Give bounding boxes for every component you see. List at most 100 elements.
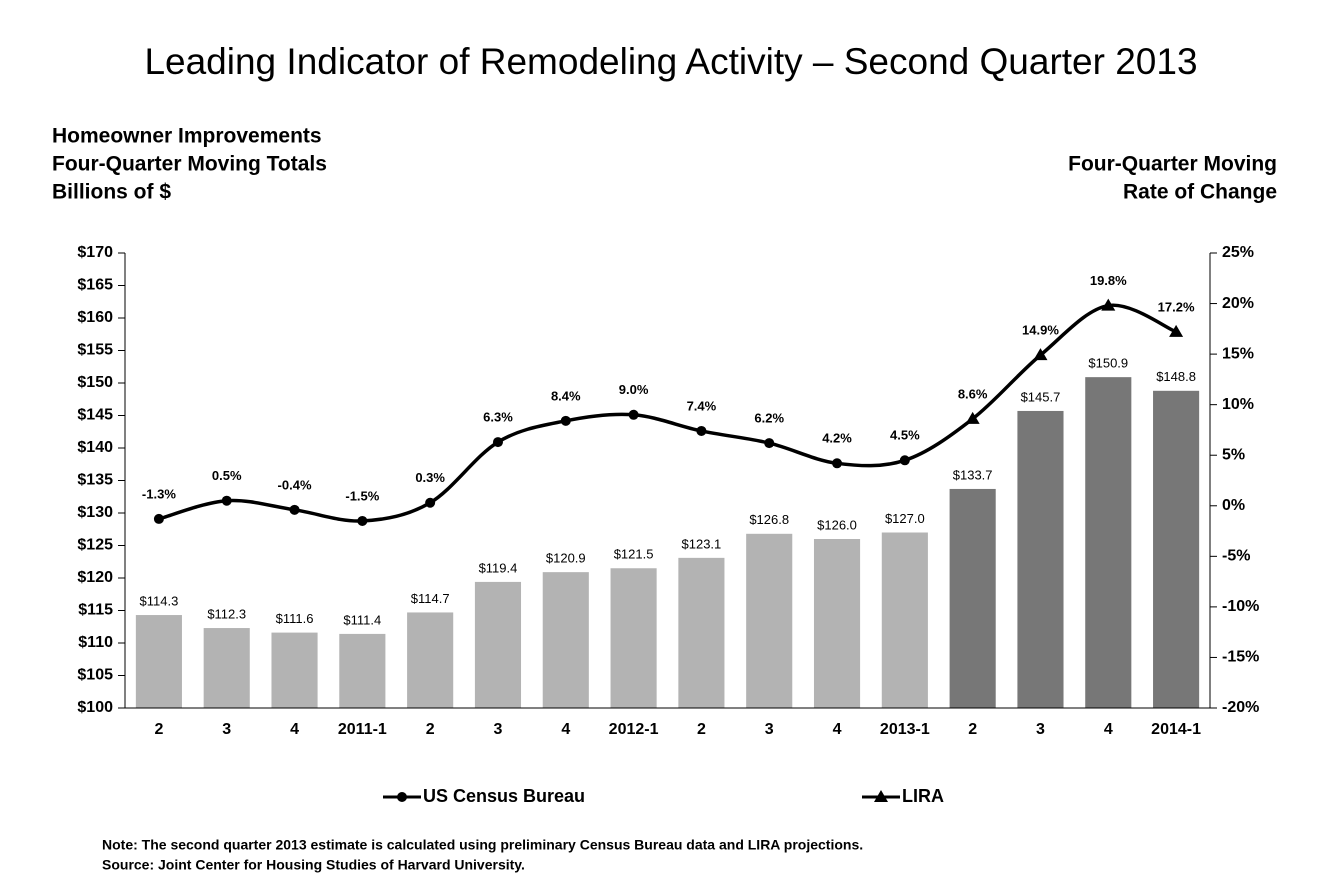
x-tick-label: 4 bbox=[290, 721, 299, 738]
line-marker bbox=[1169, 324, 1184, 337]
y-tick-label: $150 bbox=[77, 374, 113, 391]
x-tick-label: 2014-1 bbox=[1151, 721, 1201, 738]
x-tick-label: 2 bbox=[426, 721, 435, 738]
bar-value-label: $133.7 bbox=[953, 467, 993, 482]
bar bbox=[1153, 390, 1200, 708]
line-marker bbox=[1033, 348, 1048, 361]
line-marker bbox=[832, 458, 843, 469]
line-marker bbox=[221, 495, 232, 506]
bar-value-label: $120.9 bbox=[546, 551, 586, 566]
x-tick-label: 2012-1 bbox=[609, 721, 659, 738]
note: Note: The second quarter 2013 estimate i… bbox=[102, 837, 863, 853]
bar bbox=[1017, 410, 1064, 708]
bar bbox=[135, 615, 182, 708]
legend-label: US Census Bureau bbox=[423, 786, 585, 806]
bar-value-label: $123.1 bbox=[682, 536, 722, 551]
line-value-label: 7.4% bbox=[687, 398, 717, 413]
line-value-label: -1.3% bbox=[142, 486, 176, 501]
line-marker bbox=[289, 504, 300, 515]
y2-tick-label: -10% bbox=[1222, 598, 1259, 615]
y2-tick-label: 0% bbox=[1222, 497, 1245, 514]
line-marker bbox=[560, 415, 571, 426]
line-value-label: 0.5% bbox=[212, 468, 242, 483]
line-value-label: 8.6% bbox=[958, 386, 988, 401]
bar bbox=[610, 568, 657, 708]
line bbox=[971, 303, 1177, 421]
line-marker bbox=[357, 515, 368, 526]
x-tick-label: 3 bbox=[494, 721, 503, 738]
bar bbox=[474, 581, 522, 708]
line-marker bbox=[397, 792, 407, 802]
bar bbox=[407, 612, 454, 708]
line-marker bbox=[153, 513, 164, 524]
y2-tick-label: 20% bbox=[1222, 295, 1254, 312]
bar-value-label: $126.0 bbox=[817, 517, 857, 532]
line-value-label: -0.4% bbox=[278, 477, 312, 492]
x-tick-label: 3 bbox=[765, 721, 774, 738]
y-tick-label: $145 bbox=[77, 407, 113, 424]
legend-label: LIRA bbox=[902, 786, 944, 806]
y-tick-label: $130 bbox=[77, 504, 113, 521]
y-tick-label: $170 bbox=[77, 244, 113, 261]
bar-value-label: $112.3 bbox=[207, 606, 246, 621]
y-tick-label: $105 bbox=[77, 667, 113, 684]
y-axis-title: Four-Quarter Moving Totals bbox=[52, 153, 327, 176]
bar-value-label: $114.3 bbox=[140, 593, 179, 608]
line-marker bbox=[425, 497, 436, 508]
y2-axis-title: Rate of Change bbox=[1123, 181, 1277, 204]
x-tick-label: 4 bbox=[561, 721, 570, 738]
x-tick-label: 4 bbox=[833, 721, 842, 738]
bar-value-label: $127.0 bbox=[885, 511, 925, 526]
bar-value-label: $111.6 bbox=[276, 611, 314, 626]
bar-value-label: $150.9 bbox=[1088, 356, 1128, 371]
bar-value-label: $119.4 bbox=[479, 560, 518, 575]
bar bbox=[746, 533, 793, 708]
y-tick-label: $110 bbox=[78, 634, 113, 651]
bar bbox=[678, 557, 725, 708]
bar bbox=[813, 539, 861, 708]
line-value-label: 17.2% bbox=[1158, 299, 1195, 314]
line-value-label: 4.5% bbox=[890, 428, 920, 443]
bar-value-label: $126.8 bbox=[749, 512, 789, 527]
y-tick-label: $155 bbox=[77, 342, 113, 359]
bar bbox=[881, 532, 928, 708]
line-marker bbox=[764, 438, 775, 449]
bar bbox=[949, 488, 996, 708]
note: Source: Joint Center for Housing Studies… bbox=[102, 857, 525, 873]
y-tick-label: $125 bbox=[77, 537, 113, 554]
y-tick-label: $120 bbox=[77, 569, 113, 586]
x-tick-label: 4 bbox=[1104, 721, 1113, 738]
line-marker bbox=[965, 411, 980, 424]
bar-value-label: $111.4 bbox=[343, 612, 381, 627]
bar bbox=[271, 632, 318, 708]
y2-tick-label: 15% bbox=[1222, 345, 1254, 362]
y-axis-title: Billions of $ bbox=[52, 181, 171, 204]
bar bbox=[339, 633, 386, 708]
y-tick-label: $165 bbox=[77, 277, 113, 294]
bar bbox=[1085, 377, 1132, 708]
bar-value-label: $148.8 bbox=[1156, 369, 1196, 384]
x-tick-label: 3 bbox=[222, 721, 231, 738]
y2-tick-label: 5% bbox=[1222, 446, 1245, 463]
x-tick-label: 2011-1 bbox=[338, 721, 387, 738]
line-value-label: 6.3% bbox=[483, 410, 513, 425]
bar-value-label: $145.7 bbox=[1021, 389, 1061, 404]
chart-title: Leading Indicator of Remodeling Activity… bbox=[144, 41, 1197, 82]
bar bbox=[542, 572, 589, 708]
bar-value-label: $121.5 bbox=[614, 547, 654, 562]
y-tick-label: $140 bbox=[77, 439, 113, 456]
y2-tick-label: 10% bbox=[1222, 396, 1254, 413]
bar bbox=[203, 628, 250, 708]
line-value-label: 0.3% bbox=[415, 470, 445, 485]
y2-tick-label: -20% bbox=[1222, 699, 1259, 716]
line-value-label: 9.0% bbox=[619, 382, 649, 397]
x-tick-label: 2 bbox=[968, 721, 977, 738]
y-tick-label: $100 bbox=[77, 699, 113, 716]
line-marker bbox=[874, 790, 888, 802]
line-value-label: 8.4% bbox=[551, 388, 581, 403]
y2-axis-title: Four-Quarter Moving bbox=[1068, 153, 1277, 176]
x-tick-label: 2 bbox=[154, 721, 163, 738]
line bbox=[158, 412, 906, 523]
x-tick-label: 2013-1 bbox=[880, 721, 930, 738]
